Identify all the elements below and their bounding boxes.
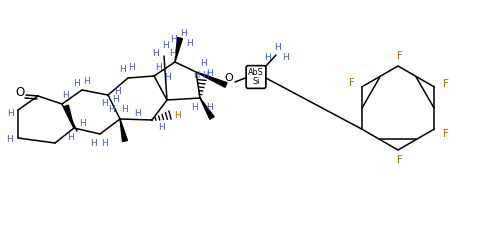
Text: H: H — [206, 70, 213, 78]
Text: H: H — [121, 105, 128, 113]
Text: H: H — [91, 139, 97, 148]
Text: H: H — [162, 41, 169, 50]
Text: O: O — [224, 73, 233, 83]
Text: H: H — [102, 98, 108, 108]
Polygon shape — [196, 72, 227, 87]
Text: H: H — [128, 63, 135, 73]
Text: H: H — [62, 90, 69, 99]
Text: H: H — [152, 49, 159, 59]
Text: H: H — [135, 110, 141, 119]
Text: H: H — [83, 77, 90, 86]
Text: H: H — [158, 123, 165, 133]
Polygon shape — [63, 105, 74, 128]
Text: F: F — [348, 78, 354, 88]
Text: H: H — [174, 111, 181, 121]
Text: H: H — [191, 103, 198, 112]
Text: H: H — [200, 60, 207, 69]
Text: H: H — [112, 96, 119, 105]
Text: AbS
Si: AbS Si — [248, 68, 263, 86]
Text: H: H — [74, 79, 80, 88]
Text: F: F — [442, 79, 448, 89]
Text: H: H — [282, 53, 289, 62]
Text: O: O — [15, 86, 25, 99]
Polygon shape — [120, 119, 127, 142]
Text: H: H — [206, 102, 213, 111]
Polygon shape — [199, 98, 214, 119]
Text: F: F — [442, 129, 448, 139]
Text: H: H — [67, 134, 74, 143]
Text: H: H — [180, 28, 187, 37]
Text: F: F — [396, 51, 402, 61]
Text: H: H — [79, 119, 86, 127]
Text: H: H — [169, 49, 176, 59]
Text: H: H — [108, 105, 115, 113]
Text: H: H — [8, 109, 15, 118]
Text: H: H — [7, 135, 14, 145]
Text: H: H — [186, 38, 193, 48]
Text: H: H — [164, 74, 171, 83]
Text: H: H — [274, 42, 281, 51]
Text: H: H — [120, 65, 126, 74]
Text: H: H — [170, 36, 177, 45]
Polygon shape — [175, 37, 182, 62]
Text: H: H — [155, 62, 162, 72]
Text: H H: H H — [194, 72, 209, 81]
Text: H: H — [264, 53, 271, 62]
Text: H: H — [102, 138, 108, 147]
Text: F: F — [396, 155, 402, 165]
Text: H: H — [114, 86, 121, 96]
